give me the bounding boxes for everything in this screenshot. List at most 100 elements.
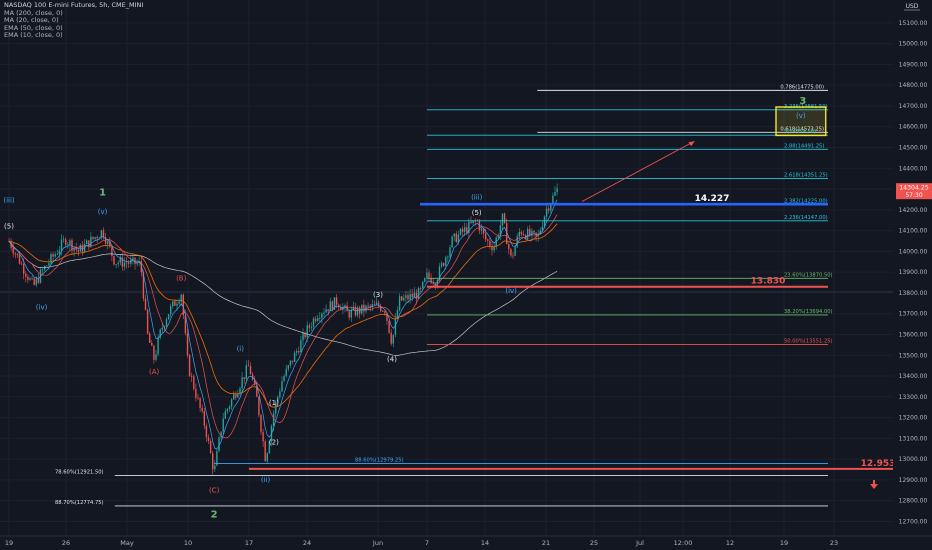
candle-body	[489, 240, 491, 246]
candle-body	[216, 451, 218, 466]
candle-body	[550, 204, 552, 211]
symbol-title[interactable]: NASDAQ 100 E-mini Futures, 5h, CME_MINI	[4, 1, 144, 9]
candle-body	[153, 345, 155, 360]
candle-body	[50, 254, 52, 264]
candle-body	[464, 227, 466, 232]
candle-body	[314, 318, 317, 321]
indicator-ema10[interactable]: EMA (10, close, 0)	[4, 31, 63, 40]
candle-body	[396, 310, 399, 319]
candle-body	[377, 302, 380, 307]
candle-body	[432, 282, 434, 284]
candle-body	[54, 254, 56, 257]
price-tick-label: 13700.00	[899, 311, 928, 318]
candle-body	[289, 360, 292, 366]
candle-body	[75, 247, 77, 250]
candle-body	[180, 294, 182, 302]
candle-body	[218, 437, 220, 452]
candle-body	[312, 318, 315, 327]
time-tick-label: 17	[245, 539, 253, 547]
candle-body	[451, 236, 453, 248]
candle-body	[426, 272, 428, 279]
key-level-label: 13.830	[751, 277, 786, 287]
down-arrow-icon	[870, 480, 878, 490]
candle-body	[193, 376, 195, 389]
candle-body	[146, 309, 149, 334]
price-tick-label: 13900.00	[899, 269, 928, 276]
candle-body	[191, 376, 193, 377]
candle-body	[281, 381, 283, 392]
candle-body	[96, 237, 98, 239]
candle-body	[411, 293, 413, 298]
fib-level-label: 50.00%(13551.25)	[784, 339, 833, 345]
candle-body	[260, 415, 262, 433]
candle-body	[79, 244, 82, 252]
candle-body	[235, 394, 237, 398]
wave-label: (5)	[472, 209, 482, 217]
candle-body	[371, 304, 373, 307]
wave-label: (iv)	[36, 304, 48, 312]
candle-body	[338, 304, 340, 308]
price-tick-label: 14100.00	[899, 228, 928, 235]
candle-body	[304, 333, 306, 338]
candle-body	[510, 248, 512, 256]
candle-body	[340, 307, 342, 311]
time-tick-label: Jul	[635, 539, 644, 547]
indicator-ema50[interactable]: EMA (50, close, 0)	[4, 23, 63, 32]
candle-body	[298, 351, 300, 353]
ma-20-line	[8, 214, 558, 439]
wave-label: (iii)	[471, 193, 483, 201]
candle-body	[409, 293, 411, 300]
candle-body	[48, 263, 50, 266]
candle-body	[520, 231, 523, 235]
candle-body	[503, 213, 506, 224]
indicator-ma20[interactable]: MA (20, close, 0)	[4, 16, 59, 25]
candle-body	[514, 246, 516, 256]
candle-body	[499, 225, 502, 236]
candle-body	[268, 441, 271, 454]
price-axis[interactable]	[893, 0, 932, 550]
candle-body	[256, 384, 258, 397]
candle-body	[100, 230, 103, 238]
wave-label: (ii)	[261, 476, 271, 484]
candle-body	[41, 269, 44, 271]
candle-body	[293, 352, 296, 362]
candle-body	[424, 278, 426, 282]
candle-body	[230, 399, 233, 407]
candle-body	[123, 262, 126, 267]
target-zone-box[interactable]	[775, 106, 827, 137]
fib-level-label: 3(14559.50)	[784, 129, 816, 135]
candle-body	[482, 228, 485, 234]
candle-body	[352, 306, 355, 310]
candle-body	[12, 247, 14, 254]
time-axis[interactable]	[0, 536, 932, 550]
candle-body	[149, 333, 151, 343]
candle-body	[359, 307, 361, 314]
candle-body	[109, 240, 111, 247]
target-wave-3-label: 3	[799, 96, 806, 107]
candle-body	[33, 278, 35, 285]
price-tick-label: 14200.00	[899, 207, 928, 214]
price-tick-label: 13600.00	[899, 331, 928, 338]
candle-body	[119, 257, 121, 263]
candle-body	[226, 408, 229, 412]
time-tick-label: 10	[184, 539, 192, 547]
candle-body	[245, 365, 247, 379]
projection-arrow-line	[581, 140, 695, 202]
price-tick-label: 14900.00	[899, 61, 928, 68]
indicator-ma200[interactable]: MA (200, close, 0)	[4, 8, 63, 17]
candle-body	[264, 441, 266, 462]
candle-body	[388, 320, 390, 333]
last-price-badge	[896, 183, 932, 200]
candle-body	[140, 260, 142, 273]
candle-body	[306, 325, 308, 338]
candle-body	[29, 278, 31, 280]
candle-body	[176, 303, 178, 306]
candle-body	[310, 326, 313, 328]
price-tick-label: 14600.00	[899, 124, 928, 131]
candle-body	[529, 229, 531, 236]
time-tick-label: 23	[830, 539, 838, 547]
candle-body	[527, 229, 529, 239]
candle-body	[522, 234, 525, 236]
candle-body	[272, 413, 275, 426]
